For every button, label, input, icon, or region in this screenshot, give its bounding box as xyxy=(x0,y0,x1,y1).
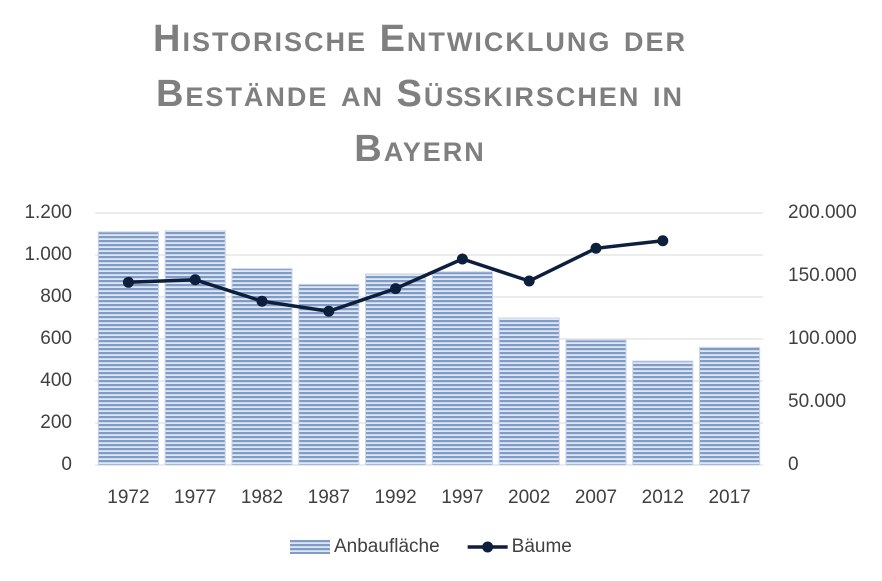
x-tick-label: 1982 xyxy=(241,487,283,508)
bar xyxy=(431,271,493,466)
line-marker xyxy=(456,253,468,265)
line-marker xyxy=(122,276,134,288)
bar xyxy=(699,346,761,466)
legend-marker xyxy=(482,541,494,553)
x-tick-label: 1972 xyxy=(107,487,149,508)
line-marker xyxy=(523,275,535,287)
x-tick-label: 2007 xyxy=(575,487,617,508)
line-marker xyxy=(590,242,602,254)
y-tick-label: 400 xyxy=(40,370,72,391)
x-tick-label: 2017 xyxy=(708,487,750,508)
y2-tick-label: 100.000 xyxy=(788,328,857,349)
bar xyxy=(565,339,627,466)
line-marker xyxy=(657,235,669,247)
bar xyxy=(97,231,159,466)
bar xyxy=(164,230,226,466)
x-tick-label: 1987 xyxy=(308,487,350,508)
chart-title: Historische Entwicklung der Bestände an … xyxy=(153,18,687,170)
y-tick-label: 1.200 xyxy=(24,202,72,223)
x-tick-label: 1997 xyxy=(441,487,483,508)
x-tick-label: 1977 xyxy=(174,487,216,508)
line-marker xyxy=(256,295,268,307)
y-tick-label: 0 xyxy=(61,454,72,475)
legend-label: Bäume xyxy=(512,536,572,557)
legend-swatch xyxy=(290,540,330,554)
y2-tick-label: 50.000 xyxy=(788,391,846,412)
y2-tick-label: 150.000 xyxy=(788,265,857,286)
line-marker xyxy=(390,283,402,295)
y-tick-label: 800 xyxy=(40,286,72,307)
x-tick-label: 1992 xyxy=(374,487,416,508)
line-marker xyxy=(189,274,201,286)
y-tick-label: 600 xyxy=(40,328,72,349)
y-tick-label: 200 xyxy=(40,412,72,433)
line-marker xyxy=(323,305,335,317)
y2-tick-label: 0 xyxy=(788,454,799,475)
x-tick-label: 2002 xyxy=(508,487,550,508)
x-tick-label: 2012 xyxy=(642,487,684,508)
bar xyxy=(632,360,694,466)
bar xyxy=(365,273,427,466)
y-tick-label: 1.000 xyxy=(24,244,72,265)
y2-tick-label: 200.000 xyxy=(788,202,857,223)
bar xyxy=(498,317,560,466)
legend-label: Anbaufläche xyxy=(334,536,440,557)
